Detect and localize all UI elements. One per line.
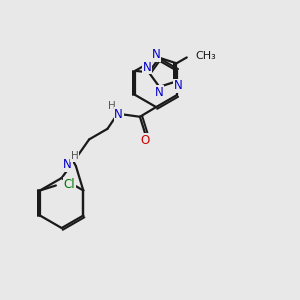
Text: N: N xyxy=(174,79,182,92)
Text: H: H xyxy=(70,151,78,161)
Text: N: N xyxy=(152,48,161,61)
Text: CH₃: CH₃ xyxy=(195,51,216,61)
Text: N: N xyxy=(143,61,152,74)
Text: N: N xyxy=(154,86,163,99)
Text: N: N xyxy=(114,108,123,121)
Text: Cl: Cl xyxy=(64,178,75,190)
Text: N: N xyxy=(63,158,72,171)
Text: H: H xyxy=(107,101,115,111)
Text: O: O xyxy=(141,134,150,147)
